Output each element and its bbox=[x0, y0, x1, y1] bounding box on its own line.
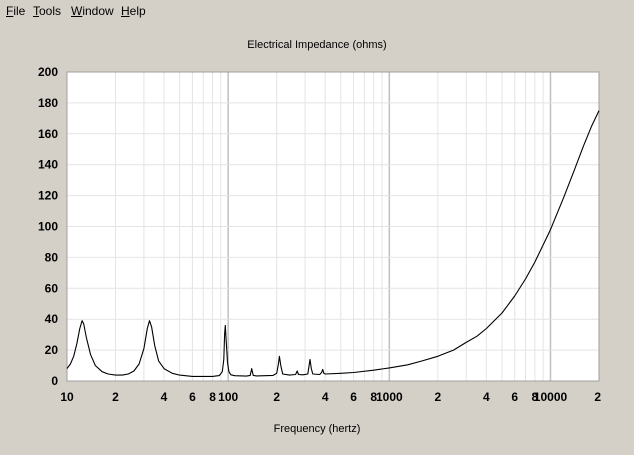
chart-title: Electrical Impedance (ohms) bbox=[247, 39, 387, 51]
y-tick-label: 140 bbox=[38, 158, 58, 172]
x-tick-label: 2 bbox=[434, 390, 441, 404]
menu-bar: File Tools Window Help bbox=[0, 0, 634, 22]
y-tick-label: 180 bbox=[38, 96, 58, 110]
menu-file-label: ile bbox=[13, 4, 26, 18]
y-tick-label: 160 bbox=[38, 127, 58, 141]
x-tick-label: 4 bbox=[483, 390, 490, 404]
y-tick-label: 20 bbox=[45, 343, 59, 357]
menu-window[interactable]: Window bbox=[71, 4, 114, 18]
y-tick-label: 0 bbox=[51, 374, 58, 388]
x-tick-label: 10000 bbox=[534, 390, 568, 404]
x-tick-label: 10 bbox=[60, 390, 74, 404]
x-axis-label: Frequency (hertz) bbox=[273, 423, 361, 435]
menu-help-label: elp bbox=[129, 4, 146, 18]
x-tick-label: 4 bbox=[322, 390, 329, 404]
plot-frame bbox=[66, 71, 600, 382]
y-tick-label: 100 bbox=[38, 220, 58, 234]
x-tick-label: 8 bbox=[532, 390, 539, 404]
menu-help-mnemonic: H bbox=[121, 4, 130, 18]
menu-tools-label: ools bbox=[39, 4, 62, 18]
y-tick-label: 80 bbox=[45, 250, 59, 264]
x-tick-label: 8 bbox=[370, 390, 377, 404]
x-tick-label: 4 bbox=[161, 390, 168, 404]
x-tick-label: 2 bbox=[273, 390, 280, 404]
y-tick-label: 60 bbox=[45, 281, 59, 295]
x-tick-label: 2 bbox=[112, 390, 119, 404]
menu-file-mnemonic: F bbox=[6, 4, 14, 18]
x-tick-label: 8 bbox=[209, 390, 216, 404]
y-tick-label: 200 bbox=[38, 65, 58, 79]
x-tick-label: 6 bbox=[189, 390, 196, 404]
menu-window-mnemonic: W bbox=[71, 4, 83, 18]
menu-file[interactable]: File bbox=[6, 4, 25, 18]
menu-help[interactable]: Help bbox=[121, 4, 146, 18]
menu-tools[interactable]: Tools bbox=[33, 4, 61, 18]
menu-window-label: indow bbox=[82, 4, 114, 18]
x-tick-label: 1000 bbox=[376, 390, 403, 404]
x-tick-label: 2 bbox=[594, 390, 601, 404]
impedance-curve bbox=[66, 110, 600, 377]
y-tick-label: 40 bbox=[45, 312, 59, 326]
menu-tools-mnemonic: T bbox=[33, 4, 39, 18]
x-tick-label: 6 bbox=[350, 390, 357, 404]
x-tick-label: 100 bbox=[218, 390, 238, 404]
y-tick-label: 120 bbox=[38, 189, 58, 203]
x-tick-label: 6 bbox=[511, 390, 518, 404]
